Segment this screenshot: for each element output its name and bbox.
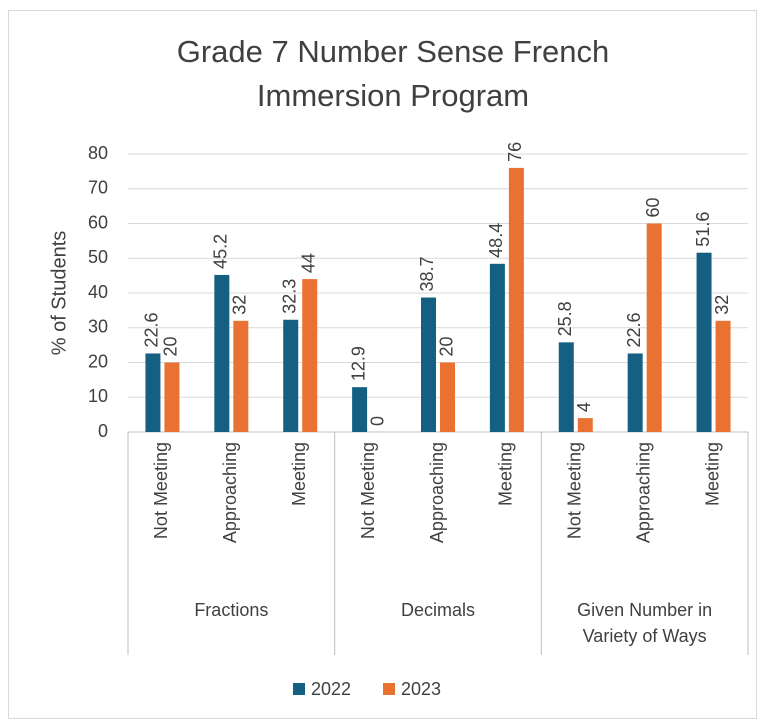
value-label: 32 (230, 295, 250, 315)
bar (715, 320, 731, 432)
value-label: 20 (161, 336, 181, 356)
bar (627, 353, 643, 432)
chart-title: Grade 7 Number Sense French Immersion Pr… (176, 34, 610, 113)
value-label: 22.6 (624, 312, 644, 347)
value-label: 20 (436, 336, 456, 356)
value-label: 32.3 (279, 279, 299, 314)
legend-label: 2022 (311, 679, 351, 699)
value-label: 60 (643, 197, 663, 217)
x-tick-label: Approaching (633, 442, 653, 543)
legend-swatch (383, 683, 395, 695)
y-tick-label: 20 (88, 351, 108, 371)
x-tick-label: Meeting (289, 442, 309, 506)
bar (577, 418, 593, 432)
x-tick-label: Not Meeting (358, 442, 378, 539)
value-label: 76 (505, 142, 525, 162)
value-label: 4 (574, 402, 594, 412)
x-tick-label: Meeting (496, 442, 516, 506)
y-tick-label: 50 (88, 247, 108, 267)
bar (421, 297, 436, 432)
legend-swatch (293, 683, 305, 695)
y-axis-label: % of Students (48, 231, 70, 356)
x-tick-label: Not Meeting (151, 442, 171, 539)
value-label: 51.6 (693, 212, 713, 247)
y-tick-label: 10 (88, 386, 108, 406)
bar (164, 362, 180, 432)
group-label: Fractions (194, 600, 269, 620)
bar (352, 387, 368, 432)
bar (558, 342, 574, 432)
y-tick-label: 40 (88, 282, 108, 302)
y-tick-label: 80 (88, 143, 108, 163)
value-label: 48.4 (486, 223, 506, 258)
bar (696, 252, 712, 432)
value-label: 45.2 (211, 234, 231, 269)
x-tick-label: Not Meeting (565, 442, 585, 539)
value-label: 12.9 (348, 346, 368, 381)
bar (214, 274, 230, 432)
value-label: 0 (367, 416, 387, 426)
x-tick-label: Approaching (427, 442, 447, 543)
bar (302, 279, 318, 432)
legend-label: 2023 (401, 679, 441, 699)
bar (233, 320, 249, 432)
bar (489, 263, 505, 432)
x-tick-label: Meeting (702, 442, 722, 506)
y-tick-label: 0 (98, 421, 108, 441)
value-label: 44 (298, 253, 318, 273)
group-label: Given Number in Variety of Ways (577, 600, 713, 646)
group-label: Decimals (400, 600, 475, 620)
value-label: 22.6 (142, 312, 162, 347)
bar (440, 362, 455, 432)
y-tick-label: 70 (88, 178, 108, 198)
bar (508, 167, 524, 432)
x-tick-label: Approaching (220, 442, 240, 543)
y-tick-label: 60 (88, 212, 108, 232)
value-label: 25.8 (555, 301, 575, 336)
bar (145, 353, 161, 432)
y-tick-label: 30 (88, 317, 108, 337)
bar (646, 223, 662, 432)
value-label: 32 (712, 295, 732, 315)
bar (283, 319, 299, 432)
value-label: 38.7 (417, 256, 437, 291)
